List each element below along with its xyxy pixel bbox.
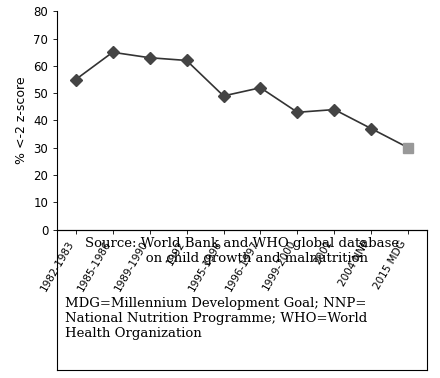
Y-axis label: % <-2 z-score: % <-2 z-score: [15, 77, 28, 164]
Text: Source: World Bank and WHO global database
       on child growth and malnutriti: Source: World Bank and WHO global databa…: [85, 237, 399, 265]
Text: MDG=Millennium Development Goal; NNP=
National Nutrition Programme; WHO=World
He: MDG=Millennium Development Goal; NNP= Na…: [65, 297, 367, 340]
